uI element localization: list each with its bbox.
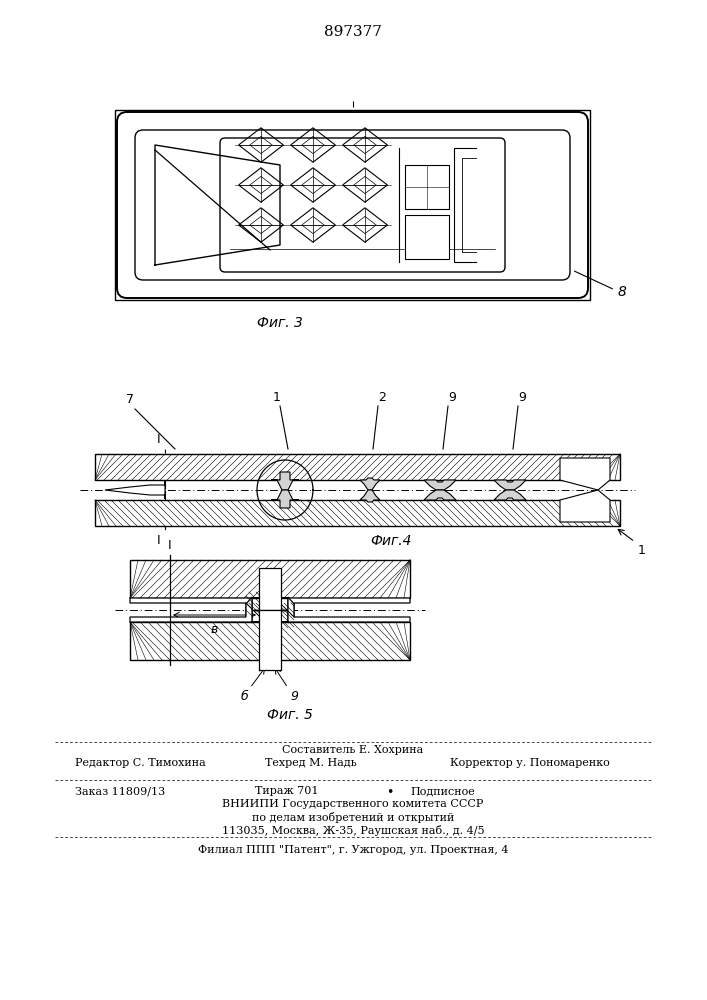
Bar [130,622,410,660]
Polygon shape [271,490,299,508]
Bar [95,500,620,526]
Text: 113035, Москва, Ж-35, Раушская наб., д. 4/5: 113035, Москва, Ж-35, Раушская наб., д. … [222,825,484,836]
Text: Фиг. 3: Фиг. 3 [257,316,303,330]
Bar [115,110,590,300]
Text: 1: 1 [638,544,646,557]
Text: в: в [210,623,218,636]
Text: 7: 7 [126,393,134,406]
Text: Филиал ППП "Патент", г. Ужгород, ул. Проектная, 4: Филиал ППП "Патент", г. Ужгород, ул. Про… [198,845,508,855]
Text: Фиг. 5: Фиг. 5 [267,708,313,722]
Polygon shape [360,478,380,490]
Text: 9: 9 [518,391,526,404]
Polygon shape [560,490,610,522]
Text: •: • [386,786,394,799]
Polygon shape [130,597,410,622]
Text: по делам изобретений и открытий: по делам изобретений и открытий [252,812,454,823]
Bar [95,454,620,480]
Polygon shape [253,610,287,670]
Polygon shape [253,568,287,610]
Polygon shape [494,490,526,500]
Text: I: I [156,433,160,446]
Polygon shape [130,598,410,623]
Text: Заказ 11809/13: Заказ 11809/13 [75,786,165,796]
Text: Фиг.4: Фиг.4 [370,534,411,548]
Text: 2: 2 [378,391,386,404]
Polygon shape [560,458,610,490]
FancyBboxPatch shape [220,138,505,272]
Text: Редактор С. Тимохина: Редактор С. Тимохина [75,758,206,768]
Text: 1: 1 [273,391,281,404]
Text: Техред М. Надь: Техред М. Надь [265,758,357,768]
FancyBboxPatch shape [117,112,588,298]
Bar [405,165,449,209]
Text: Тираж 701: Тираж 701 [255,786,318,796]
Text: Составитель Е. Хохрина: Составитель Е. Хохрина [282,745,423,755]
Text: 9: 9 [290,690,298,703]
Text: I: I [156,534,160,547]
Polygon shape [424,490,456,500]
Text: 9: 9 [448,391,456,404]
Bar [405,215,449,259]
Polygon shape [424,480,456,490]
Text: б: б [240,690,248,703]
Text: ВНИИПИ Государственного комитета СССР: ВНИИПИ Государственного комитета СССР [222,799,484,809]
Text: Корректор у. Пономаренко: Корректор у. Пономаренко [450,758,609,768]
Polygon shape [105,481,165,499]
Polygon shape [360,490,380,502]
Text: I: I [168,539,172,552]
Text: Подписное: Подписное [410,786,474,796]
Text: 897377: 897377 [324,25,382,39]
FancyBboxPatch shape [135,130,570,280]
Polygon shape [271,472,299,490]
Polygon shape [494,480,526,490]
Bar [130,560,410,598]
Text: 8: 8 [618,285,627,299]
